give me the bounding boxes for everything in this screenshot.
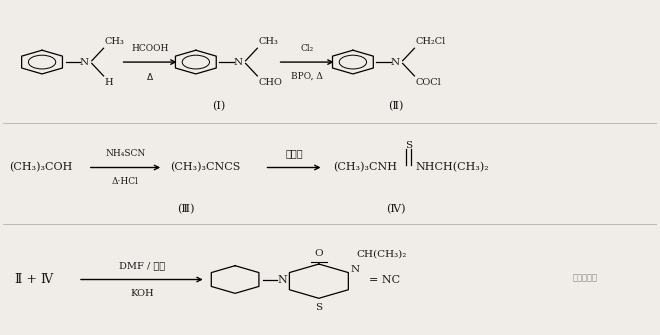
Text: CH₃: CH₃ <box>105 37 125 46</box>
Text: CH(CH₃)₂: CH(CH₃)₂ <box>356 250 407 259</box>
Text: (Ⅰ): (Ⅰ) <box>212 102 225 112</box>
Text: S: S <box>405 141 412 150</box>
Text: NH₄SCN: NH₄SCN <box>106 149 146 158</box>
Text: COCl: COCl <box>416 78 442 87</box>
Text: N: N <box>234 58 243 67</box>
Text: N: N <box>351 265 360 274</box>
Text: NHCH(CH₃)₂: NHCH(CH₃)₂ <box>415 162 488 173</box>
Text: 異丙胺: 異丙胺 <box>285 149 303 158</box>
Text: (Ⅱ): (Ⅱ) <box>388 102 403 112</box>
Text: Δ·HCl: Δ·HCl <box>112 177 139 186</box>
Text: H: H <box>105 78 114 87</box>
Text: (CH₃)₃COH: (CH₃)₃COH <box>9 162 73 173</box>
Text: O: O <box>315 249 323 258</box>
Text: HCOOH: HCOOH <box>131 44 169 53</box>
Text: (Ⅳ): (Ⅳ) <box>385 204 405 214</box>
Text: N: N <box>277 274 286 284</box>
Text: DMF / 丙酮: DMF / 丙酮 <box>119 261 165 270</box>
Text: CH₃: CH₃ <box>259 37 279 46</box>
Text: BPO, Δ: BPO, Δ <box>291 71 323 80</box>
Text: (CH₃)₃CNCS: (CH₃)₃CNCS <box>170 162 240 173</box>
Text: $\Delta$: $\Delta$ <box>146 71 154 82</box>
Text: CHO: CHO <box>259 78 282 87</box>
Text: N: N <box>391 58 400 67</box>
Text: Ⅱ + Ⅳ: Ⅱ + Ⅳ <box>15 273 53 286</box>
Text: (Ⅲ): (Ⅲ) <box>178 204 195 214</box>
Text: CH₂Cl: CH₂Cl <box>416 37 446 46</box>
Text: (CH₃)₃CNH: (CH₃)₃CNH <box>333 162 397 173</box>
Text: N: N <box>80 58 89 67</box>
Text: S: S <box>315 303 323 312</box>
Text: = NC: = NC <box>369 274 401 284</box>
Text: KOH: KOH <box>130 289 154 298</box>
Text: Cl₂: Cl₂ <box>300 44 314 53</box>
Text: 獅子保農藥: 獅子保農藥 <box>572 273 597 282</box>
